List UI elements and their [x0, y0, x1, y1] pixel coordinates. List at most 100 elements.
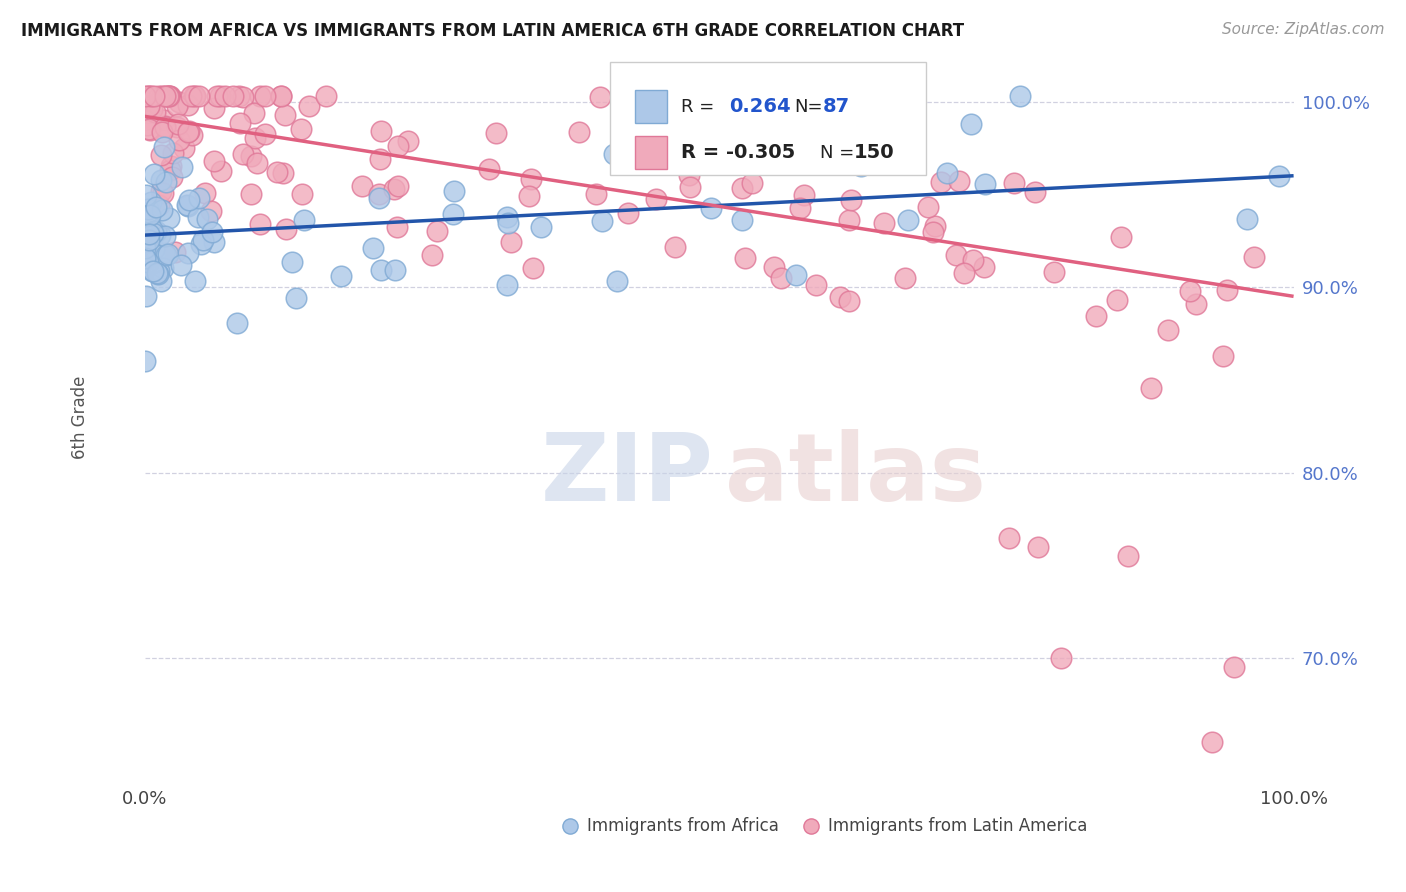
Point	[138, 105, 160, 120]
Point	[690, 132, 713, 146]
Point	[929, 175, 952, 189]
Point	[1268, 169, 1291, 183]
Point	[149, 148, 172, 162]
Point	[134, 89, 156, 103]
Point	[443, 184, 465, 198]
FancyBboxPatch shape	[610, 62, 927, 175]
Point	[249, 217, 271, 231]
Point	[152, 113, 174, 128]
Point	[232, 90, 254, 104]
Text: 0.264: 0.264	[730, 97, 792, 116]
Point	[139, 123, 162, 137]
Point	[1157, 323, 1180, 337]
Point	[177, 245, 200, 260]
Point	[155, 247, 177, 261]
Point	[149, 184, 172, 198]
Point	[785, 268, 807, 282]
Point	[441, 207, 464, 221]
Point	[187, 89, 209, 103]
Point	[134, 227, 156, 241]
Point	[136, 202, 159, 216]
Point	[368, 191, 391, 205]
Point	[678, 169, 700, 183]
Point	[180, 89, 202, 103]
Text: R = -0.305: R = -0.305	[682, 143, 796, 162]
Point	[221, 89, 243, 103]
Point	[873, 216, 896, 230]
Text: 150: 150	[853, 143, 894, 162]
Point	[195, 212, 218, 227]
Point	[922, 225, 945, 239]
Point	[152, 125, 174, 139]
Point	[202, 154, 225, 169]
Point	[384, 263, 406, 277]
Point	[838, 293, 860, 308]
Point	[138, 227, 160, 242]
Point	[315, 89, 337, 103]
Text: Immigrants from Africa: Immigrants from Africa	[588, 817, 779, 835]
Point	[1216, 283, 1239, 297]
Point	[153, 246, 176, 260]
Point	[148, 89, 170, 103]
Point	[960, 117, 983, 131]
Point	[166, 120, 188, 135]
Point	[589, 90, 612, 104]
Point	[183, 89, 205, 103]
Point	[177, 125, 200, 139]
Point	[134, 354, 156, 368]
Point	[145, 200, 167, 214]
Point	[617, 126, 640, 140]
Point	[136, 205, 159, 219]
Point	[997, 531, 1019, 545]
Point	[142, 263, 165, 277]
Point	[141, 264, 163, 278]
Point	[1028, 540, 1050, 554]
Point	[134, 241, 156, 255]
Text: N=: N=	[794, 98, 823, 116]
Point	[253, 89, 276, 103]
Point	[145, 226, 167, 240]
Point	[179, 193, 201, 207]
Point	[382, 182, 405, 196]
Point	[770, 271, 793, 285]
Point	[420, 248, 443, 262]
Point	[370, 124, 392, 138]
Point	[1043, 265, 1066, 279]
Point	[157, 89, 180, 103]
Point	[202, 235, 225, 250]
Point	[134, 259, 156, 273]
Point	[495, 277, 517, 292]
Point	[157, 247, 180, 261]
Point	[143, 105, 166, 120]
Point	[664, 240, 686, 254]
Point	[1212, 349, 1234, 363]
Text: IMMIGRANTS FROM AFRICA VS IMMIGRANTS FROM LATIN AMERICA 6TH GRADE CORRELATION CH: IMMIGRANTS FROM AFRICA VS IMMIGRANTS FRO…	[21, 22, 965, 40]
Point	[149, 227, 172, 242]
Point	[973, 260, 995, 275]
Point	[485, 126, 508, 140]
Point	[387, 179, 409, 194]
Point	[897, 212, 920, 227]
Point	[152, 260, 174, 275]
Point	[1236, 212, 1258, 227]
Point	[135, 118, 157, 132]
Point	[138, 89, 160, 103]
Text: Source: ZipAtlas.com: Source: ZipAtlas.com	[1222, 22, 1385, 37]
Point	[838, 213, 860, 227]
Point	[734, 252, 756, 266]
Point	[159, 89, 181, 103]
Point	[298, 99, 321, 113]
Point	[136, 255, 159, 269]
Point	[700, 202, 723, 216]
Point	[228, 89, 250, 103]
Point	[330, 268, 353, 283]
Point	[1085, 310, 1108, 324]
Point	[152, 186, 174, 200]
Point	[172, 161, 194, 175]
Point	[134, 251, 156, 265]
Point	[155, 175, 177, 189]
Point	[276, 221, 298, 235]
Point	[177, 199, 200, 213]
Point	[478, 162, 501, 177]
Point	[229, 116, 252, 130]
